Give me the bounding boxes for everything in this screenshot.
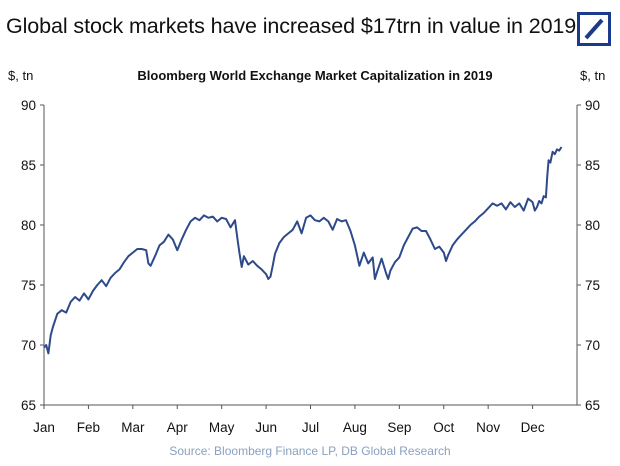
source-note: Source: Bloomberg Finance LP, DB Global …	[169, 444, 451, 458]
y-tick-label-left: 65	[21, 398, 36, 413]
x-tick-label: Aug	[343, 420, 367, 435]
x-tick-label: Nov	[476, 420, 500, 435]
x-tick-label: Sep	[387, 420, 411, 435]
y-tick-label-left: 90	[21, 98, 36, 113]
y-tick-label-right: 80	[585, 218, 600, 233]
deutsche-bank-logo	[577, 12, 611, 46]
x-tick-label: Dec	[521, 420, 545, 435]
y-tick-label-left: 85	[21, 158, 36, 173]
y-tick-label-right: 85	[585, 158, 600, 173]
x-tick-label: Jul	[302, 420, 319, 435]
x-tick-label: Jun	[255, 420, 277, 435]
y-tick-label-left: 80	[21, 218, 36, 233]
chart-title: Bloomberg World Exchange Market Capitali…	[137, 68, 492, 83]
x-tick-label: Feb	[77, 420, 100, 435]
x-tick-label: Oct	[433, 420, 454, 435]
x-tick-label: Apr	[167, 420, 189, 435]
y-tick-label-left: 70	[21, 338, 36, 353]
x-tick-label: May	[209, 420, 235, 435]
series-line	[43, 146, 563, 355]
x-tick-label: Mar	[121, 420, 145, 435]
y-tick-label-right: 75	[585, 278, 600, 293]
y-axis-right-unit: $, tn	[580, 68, 605, 83]
plot-area	[43, 146, 563, 355]
y-tick-label-right: 70	[585, 338, 600, 353]
logo-slash-icon	[584, 18, 604, 40]
y-tick-label-left: 75	[21, 278, 36, 293]
chart-axes	[43, 105, 578, 406]
y-tick-label-right: 65	[585, 398, 600, 413]
chart-ticks: 65 65 70 70 75 75 80 80 85 85 90 90 Jan Feb Mar Apr May J…	[21, 98, 600, 435]
page-title: Global stock markets have increased $17t…	[6, 14, 577, 38]
y-axis-left-unit: $, tn	[8, 68, 33, 83]
y-tick-label-right: 90	[585, 98, 600, 113]
x-tick-label: Jan	[33, 420, 55, 435]
